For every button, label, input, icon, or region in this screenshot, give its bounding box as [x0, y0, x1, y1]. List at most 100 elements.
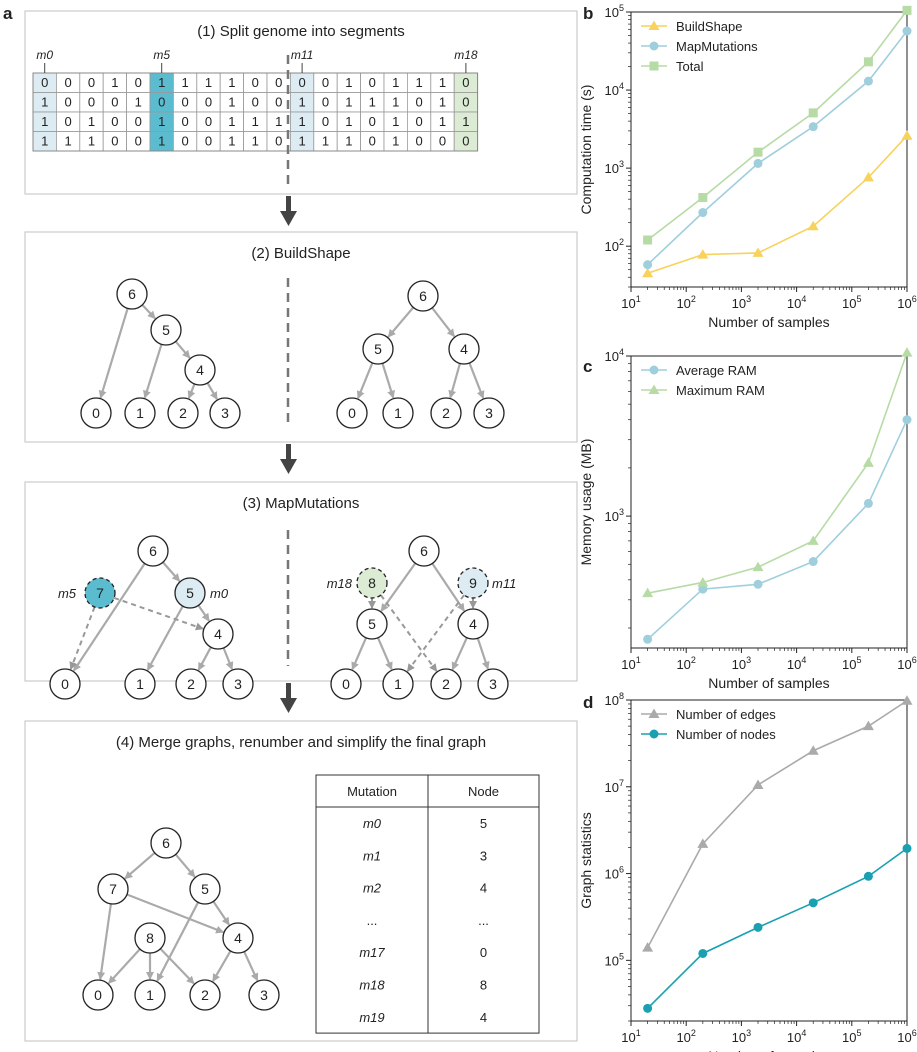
data-point: [753, 147, 763, 157]
y-tick-label: 104: [605, 81, 624, 98]
mutation-label: m0: [210, 586, 229, 601]
graph-node-label: 0: [94, 987, 102, 1003]
grid-cell-value: 0: [369, 114, 376, 129]
data-point: [902, 5, 912, 15]
graph-node-label: 1: [136, 676, 144, 692]
data-point: [753, 158, 763, 168]
y-axis-label: Graph statistics: [578, 812, 594, 908]
data-point: [807, 535, 819, 545]
grid-cell-value: 0: [158, 95, 165, 110]
chart-d: 101 102 103 104 105 106 105 106 107 108 Number of …: [578, 691, 917, 1052]
graph-node: [382, 397, 414, 429]
graph-node: [457, 608, 489, 640]
step1-title: (1) Split genome into segments: [197, 23, 405, 40]
panel-letter-d: d: [583, 693, 593, 712]
graph-node-label: 5: [162, 322, 170, 338]
data-point: [863, 76, 873, 86]
series-line-number-of-nodes: [647, 847, 908, 1009]
graph-node: [184, 354, 216, 386]
grid-cell-value: 1: [158, 114, 165, 129]
grid-cell-value: 1: [41, 134, 48, 149]
table-cell-node: ...: [478, 913, 489, 928]
graph-edge: [72, 562, 146, 672]
graph-node-label: 5: [201, 881, 209, 897]
legend-entry: MapMutations: [676, 39, 758, 54]
graph-node-label: 6: [128, 286, 136, 302]
graph-node: [430, 397, 462, 429]
graph-node-label: 7: [109, 881, 117, 897]
graph-node-label: 0: [342, 676, 350, 692]
grid-cell-value: 1: [298, 95, 305, 110]
x-tick-label: 104: [787, 1028, 806, 1045]
graph-node: [362, 333, 394, 365]
step1-box: [24, 10, 578, 195]
graph-node-label: 6: [420, 543, 428, 559]
graph-edge: [126, 893, 225, 934]
data-point: [901, 130, 913, 140]
data-point: [752, 247, 764, 257]
step2-left-graph: 6 5 4 0 1 2 3: [80, 278, 241, 429]
step3-box: [24, 481, 578, 682]
data-point: [863, 498, 873, 508]
step2-right-graph: 6 5 4 0 1 2 3: [336, 280, 505, 429]
flow-arrow-3: [280, 683, 297, 713]
graph-node: [222, 668, 254, 700]
graph-node: [124, 397, 156, 429]
graph-edge: [197, 646, 212, 671]
data-point: [698, 948, 708, 958]
x-tick-label: 104: [787, 294, 806, 311]
graph-node-label: 0: [61, 676, 69, 692]
y-tick-label: 105: [605, 951, 624, 968]
x-tick-label: 102: [676, 655, 695, 672]
grid-cell-value: 1: [439, 95, 446, 110]
graph-node: [175, 668, 207, 700]
graph-node-label: 9: [469, 575, 477, 591]
graph-node: [80, 397, 112, 429]
x-tick-label: 101: [621, 655, 640, 672]
graph-edge: [141, 304, 156, 320]
graph-node: [150, 314, 182, 346]
graph-node-label: 2: [201, 987, 209, 1003]
data-point: [642, 942, 654, 952]
table-cell-mutation: m17: [359, 945, 385, 960]
grid-cell-value: 0: [205, 114, 212, 129]
x-tick-label: 103: [732, 1028, 751, 1045]
grid-cell-value: 0: [252, 75, 259, 90]
series-line-average-ram: [647, 419, 908, 640]
graph-node-label: 5: [186, 585, 194, 601]
graph-edge: [156, 901, 200, 982]
graph-edge: [468, 362, 485, 400]
genome-grid: 0 0 0 1 0 1 1 1 1 0 0 0 0 1 0 1 1 1 0 1 0 0 0 1 0 0 0 1 0 0 1 0 1 1 1 0 1 0 1 0…: [32, 48, 479, 152]
grid-cell-value: 1: [298, 134, 305, 149]
x-tick-label: 104: [787, 655, 806, 672]
step2-title: (2) BuildShape: [251, 245, 350, 262]
grid-cell-value: 0: [205, 134, 212, 149]
grid-cell-value: 0: [64, 95, 71, 110]
grid-cell-value: 0: [275, 95, 282, 110]
grid-cell-value: 1: [298, 114, 305, 129]
grid-cell-value: 0: [181, 114, 188, 129]
graph-node-label: 2: [442, 405, 450, 421]
grid-cell-value: 0: [111, 134, 118, 149]
graph-node: [330, 668, 362, 700]
x-axis-label: Number of samples: [708, 314, 829, 330]
grid-cell-value: 0: [369, 75, 376, 90]
x-tick-label: 106: [897, 1028, 916, 1045]
y-tick-label: 103: [605, 159, 624, 176]
grid-cell-value: 0: [439, 134, 446, 149]
grid-cell-value: 1: [462, 114, 469, 129]
table-cell-mutation: m19: [359, 1010, 384, 1025]
series-line-total: [647, 9, 908, 241]
graph-node-label: 5: [368, 616, 376, 632]
grid-cell-value: 1: [111, 75, 118, 90]
mutation-edge: [69, 606, 96, 670]
graph-node-label: 6: [149, 543, 157, 559]
graph-node: [137, 535, 169, 567]
graph-edge: [187, 383, 196, 400]
legend-entry: Maximum RAM: [676, 383, 765, 398]
graph-node-label: 2: [179, 405, 187, 421]
data-point: [807, 745, 819, 755]
data-point: [643, 1003, 653, 1013]
step2-box: [24, 231, 578, 443]
grid-cell-value: 1: [158, 134, 165, 149]
